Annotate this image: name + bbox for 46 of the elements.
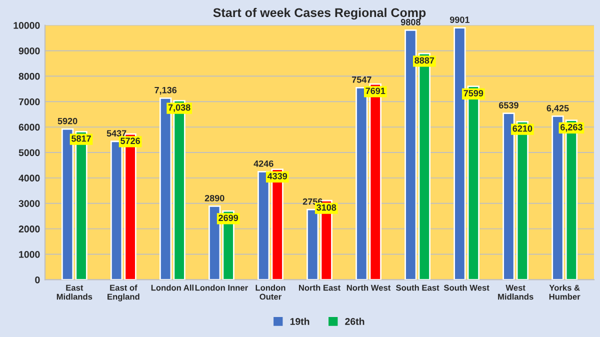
data-label: 2890 [204, 194, 224, 202]
data-label: 5726 [120, 138, 140, 144]
legend-label: 26th [345, 318, 364, 325]
y-tick-label: 8000 [18, 72, 40, 80]
data-label: 5817 [72, 135, 91, 142]
x-tick-label: London Outer [256, 284, 286, 300]
data-label: 7691 [366, 88, 386, 94]
y-tick-label: 1000 [19, 251, 40, 258]
data-label: 7,136 [154, 86, 177, 95]
y-tick-label: 0 [35, 276, 40, 284]
data-label: 6210 [512, 125, 532, 132]
x-tick-label: East Midlands [56, 284, 92, 300]
data-label: 6,425 [546, 105, 569, 113]
data-label: 5437 [106, 130, 126, 137]
x-tick-label: London All [151, 284, 194, 291]
x-tick-label: Yorks & Humber [549, 284, 580, 300]
legend-label: 19th [290, 318, 310, 325]
x-tick-label: South West [444, 284, 490, 291]
y-tick-label: 3000 [18, 200, 40, 208]
y-tick-label: 4000 [18, 174, 40, 182]
data-label: 6539 [499, 102, 518, 109]
y-tick-label: 2000 [18, 226, 40, 232]
x-tick-label: North West [346, 284, 391, 291]
data-label: 7547 [352, 76, 372, 83]
data-label: 7,038 [168, 104, 190, 112]
data-label: 4339 [267, 172, 288, 180]
y-tick-label: 5000 [18, 149, 40, 156]
x-tick-label: London Inner [195, 284, 248, 291]
x-tick-label: North East [298, 284, 340, 291]
data-label: 2699 [218, 214, 238, 222]
x-tick-label: West Midlands [498, 284, 534, 300]
y-tick-label: 10000 [14, 22, 40, 29]
data-label: 6,263 [560, 124, 582, 132]
chart-title: Start of week Cases Regional Comp [213, 8, 426, 20]
data-label: 3108 [316, 204, 336, 211]
data-label: 5920 [58, 118, 78, 124]
data-label: 9901 [450, 16, 470, 23]
x-tick-label: East of England [108, 284, 140, 302]
data-label: 7599 [464, 90, 484, 96]
y-tick-label: 9000 [18, 47, 40, 54]
data-label: 9808 [400, 18, 420, 26]
data-label: 4246 [254, 160, 274, 167]
data-label: 8887 [414, 57, 434, 64]
y-tick-label: 7000 [18, 98, 40, 106]
y-tick-label: 6000 [18, 124, 40, 131]
x-tick-label: South East [396, 284, 440, 291]
